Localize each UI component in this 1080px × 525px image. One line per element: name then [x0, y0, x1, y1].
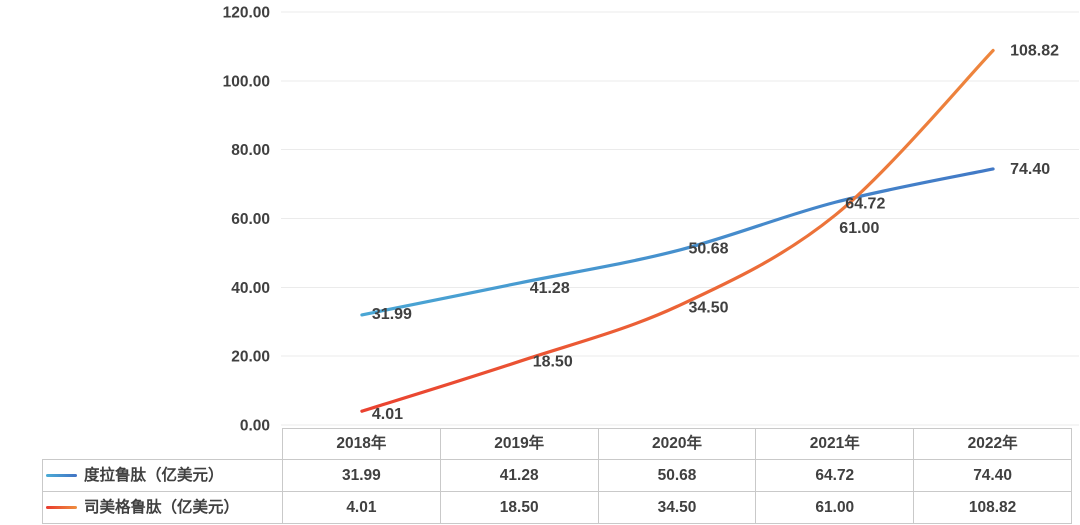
legend-line-semaglutide-icon: [46, 506, 77, 509]
value-cell-semaglutide-2022: 108.82: [914, 492, 1072, 524]
value-cell-semaglutide-2021: 61.00: [756, 492, 915, 524]
data-label: 108.82: [1010, 42, 1059, 59]
value-cell-semaglutide-2018: 4.01: [283, 492, 441, 524]
data-label: 18.50: [533, 353, 573, 370]
header-cell-2018: 2018年: [283, 428, 441, 460]
data-label: 64.72: [845, 195, 885, 212]
legend-line-dulaglutide-icon: [46, 474, 77, 477]
header-cell-2020: 2020年: [598, 428, 757, 460]
data-label: 50.68: [689, 241, 729, 258]
chart-data-table: 2018年 2019年 2020年 2021年 2022年 度拉鲁肽（亿美元） …: [42, 428, 1072, 524]
data-label: 31.99: [372, 306, 412, 323]
value-cell-semaglutide-2019: 18.50: [440, 492, 599, 524]
data-label: 4.01: [372, 406, 403, 423]
y-axis-tick-label: 120.00: [223, 5, 270, 22]
value-cell-dulaglutide-2018: 31.99: [283, 460, 441, 492]
data-label: 41.28: [530, 280, 570, 297]
y-axis-tick-label: 80.00: [231, 142, 270, 159]
value-cell-semaglutide-2020: 34.50: [598, 492, 757, 524]
data-label: 61.00: [839, 220, 879, 237]
value-cell-dulaglutide-2019: 41.28: [440, 460, 599, 492]
header-cell-2019: 2019年: [440, 428, 599, 460]
y-axis-tick-label: 100.00: [223, 73, 270, 90]
series-line-semaglutide: [360, 48, 995, 413]
y-axis-tick-label: 0.00: [240, 418, 270, 435]
legend-cell-semaglutide: 司美格鲁肽（亿美元）: [42, 492, 283, 524]
data-label: 74.40: [1010, 161, 1050, 178]
series-line-dulaglutide: [360, 167, 995, 317]
table-corner-cell: [42, 428, 283, 460]
header-cell-2021: 2021年: [756, 428, 915, 460]
y-axis-tick-label: 40.00: [231, 280, 270, 297]
data-label: 34.50: [689, 299, 729, 316]
legend-label-dulaglutide: 度拉鲁肽（亿美元）: [84, 466, 224, 484]
legend-label-semaglutide: 司美格鲁肽（亿美元）: [84, 498, 240, 516]
value-cell-dulaglutide-2022: 74.40: [914, 460, 1072, 492]
legend-cell-dulaglutide: 度拉鲁肽（亿美元）: [42, 460, 283, 492]
y-axis-tick-label: 20.00: [231, 349, 270, 366]
header-cell-2022: 2022年: [914, 428, 1072, 460]
y-axis-tick-label: 60.00: [231, 211, 270, 228]
value-cell-dulaglutide-2020: 50.68: [598, 460, 757, 492]
value-cell-dulaglutide-2021: 64.72: [756, 460, 915, 492]
